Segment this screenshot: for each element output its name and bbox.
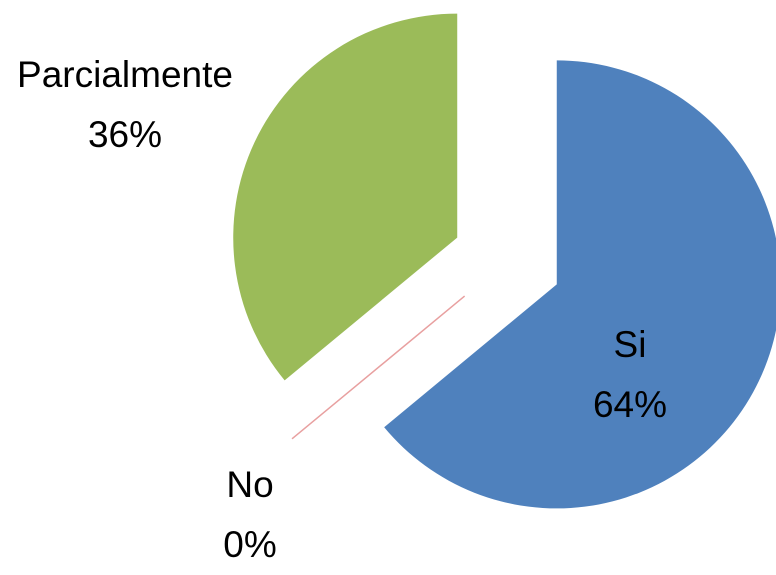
slice-label: Parcialmente 36% bbox=[10, 45, 240, 165]
category-label: Parcialmente bbox=[17, 54, 233, 95]
value-label: 64% bbox=[592, 384, 668, 425]
slice-label: Si 64% bbox=[560, 315, 700, 435]
pie-slice bbox=[291, 295, 466, 440]
chart bbox=[233, 13, 776, 509]
value-label: 36% bbox=[87, 114, 163, 155]
pie-slice bbox=[384, 60, 776, 509]
value-label: 0% bbox=[223, 524, 277, 565]
page: {"chart_data": {"type": "pie", "categori… bbox=[10, 13, 776, 565]
category-label: Si bbox=[613, 324, 647, 365]
category-label: No bbox=[226, 464, 274, 505]
pie-slice bbox=[233, 13, 458, 381]
slice-label: No 0% bbox=[190, 455, 310, 575]
